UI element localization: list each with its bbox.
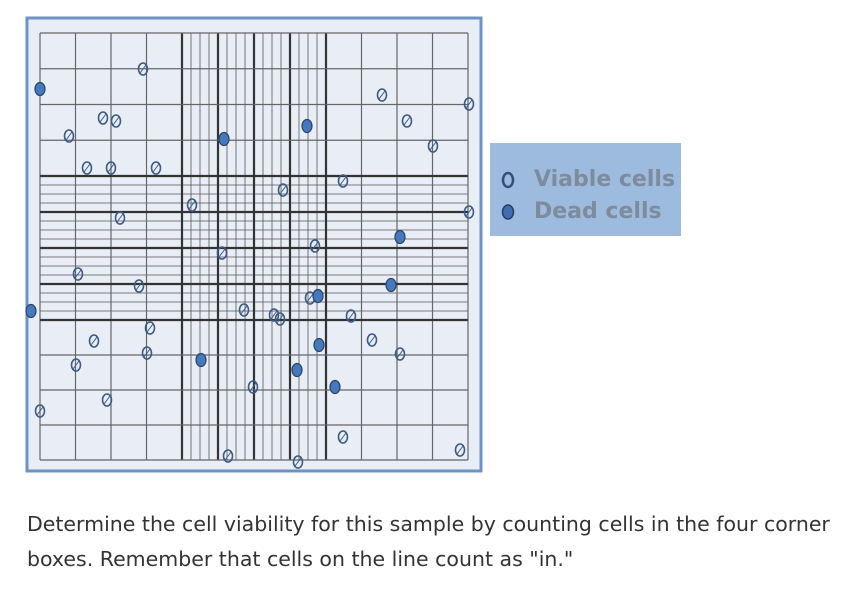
viable-cell (427, 139, 439, 153)
legend-dead-icon (501, 204, 515, 220)
dead-cell (313, 337, 325, 353)
viable-cell (97, 111, 109, 125)
cell-mark (396, 349, 404, 359)
viable-cell (110, 114, 122, 128)
cell-mark (294, 457, 302, 467)
cell-mark (347, 311, 355, 321)
viable-cell (70, 358, 82, 372)
dead-cell (195, 352, 207, 368)
viable-cell (114, 211, 126, 225)
viable-cell (376, 88, 388, 102)
viable-cell (337, 430, 349, 444)
cell-mark (90, 336, 98, 346)
cell-mark (403, 116, 411, 126)
cell-mark (74, 269, 82, 279)
viable-cell (268, 308, 280, 322)
viable-cell (63, 129, 75, 143)
question-line: boxes. Remember that cells on the line c… (27, 547, 573, 571)
cell-mark (429, 141, 437, 151)
legend-box (490, 143, 681, 236)
dead-cell (301, 118, 313, 134)
cell-mark (465, 99, 473, 109)
viable-cell (133, 279, 145, 293)
cell-mark (249, 382, 257, 392)
viable-cell (216, 246, 228, 260)
cell-mark (143, 348, 151, 358)
dead-cell (329, 379, 341, 395)
viable-cell (144, 321, 156, 335)
cell-mark (465, 207, 473, 217)
cell-mark (139, 64, 147, 74)
dead-cell (385, 277, 397, 293)
viable-cell (247, 380, 259, 394)
dead-cell (291, 362, 303, 378)
viable-cell (72, 267, 84, 281)
cell-mark (146, 323, 154, 333)
cell-mark (339, 432, 347, 442)
cell-mark (116, 213, 124, 223)
viable-cell (366, 333, 378, 347)
cell-mark (99, 113, 107, 123)
cell-mark (378, 90, 386, 100)
cell-mark (270, 310, 278, 320)
viable-cell (150, 161, 162, 175)
viable-cell (277, 183, 289, 197)
dead-cell (218, 131, 230, 147)
cell-mark (276, 314, 284, 324)
dead-cell (34, 81, 46, 97)
cell-mark (456, 445, 464, 455)
cell-mark (218, 248, 226, 258)
cell-mark (224, 451, 232, 461)
viable-cell (337, 174, 349, 188)
cell-mark (65, 131, 73, 141)
cells (25, 62, 475, 469)
cell-mark (368, 335, 376, 345)
viable-cell (394, 347, 406, 361)
dead-cell (25, 303, 37, 319)
viable-cell (454, 443, 466, 457)
viable-cell (238, 303, 250, 317)
viable-cell (34, 404, 46, 418)
viable-cell (463, 97, 475, 111)
legend-viable-icon (501, 171, 515, 189)
viable-cell (222, 449, 234, 463)
cell-mark (83, 163, 91, 173)
viable-cell (81, 161, 93, 175)
cell-mark (112, 116, 120, 126)
cell-mark (107, 163, 115, 173)
cell-mark (152, 163, 160, 173)
cell-mark (135, 281, 143, 291)
viable-cell (105, 161, 117, 175)
viable-cell (345, 309, 357, 323)
viable-cell (309, 239, 321, 253)
cell-mark (72, 360, 80, 370)
cell-mark (103, 395, 111, 405)
viable-cell (88, 334, 100, 348)
question-line: Determine the cell viability for this sa… (27, 512, 830, 536)
viable-cell (292, 455, 304, 469)
viable-cell (137, 62, 149, 76)
cell-mark (240, 305, 248, 315)
dead-cell (394, 229, 406, 245)
viable-cell (101, 393, 113, 407)
cell-mark (279, 185, 287, 195)
cell-mark (311, 241, 319, 251)
cell-mark (306, 293, 314, 303)
viable-cell (186, 198, 198, 212)
hemocytometer-grid (39, 32, 469, 461)
cell-mark (339, 176, 347, 186)
cell-mark (36, 406, 44, 416)
viable-cell (274, 312, 286, 326)
viable-cell (401, 114, 413, 128)
legend-label: Viable cells (534, 167, 675, 192)
viable-cell (463, 205, 475, 219)
dead-cell (312, 288, 324, 304)
legend-label: Dead cells (534, 199, 662, 224)
viable-cell (141, 346, 153, 360)
cell-mark (188, 200, 196, 210)
